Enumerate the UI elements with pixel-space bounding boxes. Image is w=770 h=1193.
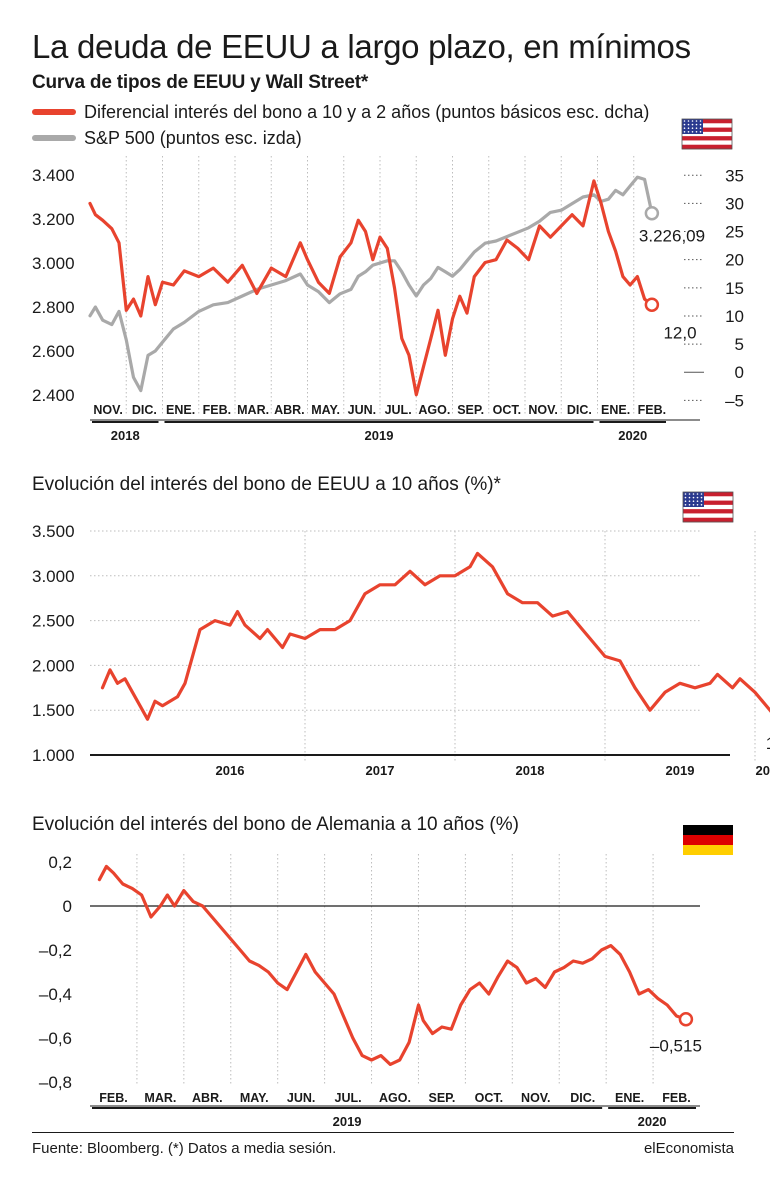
y-right-tick-label: 20 bbox=[725, 251, 744, 270]
usa-flag-icon bbox=[682, 491, 734, 523]
x-month-label: NOV. bbox=[93, 403, 122, 417]
series-spread-line bbox=[88, 179, 654, 397]
legend-item-spread: Diferencial interés del bono a 10 y a 2 … bbox=[32, 100, 649, 124]
x-month-label: NOV. bbox=[521, 1091, 550, 1105]
y-left-tick-label: 3.400 bbox=[32, 166, 75, 185]
series-de10y-line bbox=[97, 864, 688, 1066]
x-year-label: 2016 bbox=[216, 763, 245, 778]
x-month-label: JUN. bbox=[287, 1091, 315, 1105]
y-left-tick-label: 3.200 bbox=[32, 210, 75, 229]
germany-flag-icon bbox=[683, 825, 733, 855]
y-right-tick-label: 25 bbox=[725, 223, 744, 242]
y-tick-label: –0,8 bbox=[39, 1073, 72, 1092]
x-year-label: 2020 bbox=[638, 1114, 667, 1129]
y-tick-label: 0 bbox=[63, 897, 72, 916]
legend-swatch-red bbox=[32, 109, 76, 115]
x-month-label: JUL. bbox=[335, 1091, 362, 1105]
x-year-label: 2019 bbox=[666, 763, 695, 778]
x-month-label: FEB. bbox=[662, 1091, 690, 1105]
x-month-label: FEB. bbox=[99, 1091, 127, 1105]
chart-us-10y: 3.500 3.000 2.500 2.000 1.500 1.000 2016 2017 20… bbox=[32, 491, 770, 778]
chart2-title: Evolución del interés del bono de EEUU a… bbox=[32, 474, 501, 495]
y-tick-label: –0,4 bbox=[39, 985, 72, 1004]
y-left-tick-label: 2.400 bbox=[32, 386, 75, 405]
y-tick-label: 2.500 bbox=[32, 612, 75, 631]
y-right-tick-label: 15 bbox=[725, 279, 744, 298]
y-tick-label: 3.500 bbox=[32, 522, 75, 541]
x-month-label: MAR. bbox=[237, 403, 269, 417]
x-year-label: 2018 bbox=[516, 763, 545, 778]
de10y-end-marker bbox=[678, 1012, 694, 1027]
chart-spread-sp500: 3.400 3.200 3.000 2.800 2.600 2.400 35 30 25 20 15… bbox=[32, 118, 744, 443]
y-tick-label: 1.000 bbox=[32, 746, 75, 765]
x-month-label: ENE. bbox=[601, 403, 630, 417]
chart1-subtitle: Curva de tipos de EEUU y Wall Street* bbox=[32, 72, 369, 93]
page-title: La deuda de EEUU a largo plazo, en mínim… bbox=[32, 28, 691, 65]
x-month-label: MAY. bbox=[240, 1091, 269, 1105]
us10y-end-label: 1.335 bbox=[766, 734, 770, 753]
x-year-label: 2019 bbox=[333, 1114, 362, 1129]
x-month-label: FEB. bbox=[638, 403, 666, 417]
x-month-label: ENE. bbox=[166, 403, 195, 417]
spread-end-label: 12,0 bbox=[663, 324, 696, 343]
sp500-end-label: 3.226,09 bbox=[639, 226, 705, 245]
footer-divider bbox=[32, 1132, 734, 1133]
x-month-label: SEP. bbox=[457, 403, 484, 417]
spread-end-marker bbox=[644, 297, 660, 312]
source-note: Fuente: Bloomberg. (*) Datos a media ses… bbox=[32, 1140, 337, 1157]
y-tick-label: 3.000 bbox=[32, 567, 75, 586]
usa-flag-icon bbox=[681, 118, 733, 150]
brand-name: elEconomista bbox=[643, 1140, 734, 1157]
x-month-label: JUL. bbox=[385, 403, 412, 417]
sp500-end-marker bbox=[644, 206, 660, 221]
x-month-label: ABR. bbox=[192, 1091, 223, 1105]
x-year-label: 2017 bbox=[366, 763, 395, 778]
legend-label-spread: Diferencial interés del bono a 10 y a 2 … bbox=[84, 101, 650, 122]
x-month-label: OCT. bbox=[493, 403, 521, 417]
x-month-label: MAR. bbox=[144, 1091, 176, 1105]
y-tick-label: 0,2 bbox=[48, 853, 72, 872]
legend-item-sp500: S&P 500 (puntos esc. izda) bbox=[32, 126, 302, 150]
x-month-label: DIC. bbox=[567, 403, 592, 417]
x-month-label: AGO. bbox=[418, 403, 450, 417]
legend-label-sp500: S&P 500 (puntos esc. izda) bbox=[84, 127, 302, 148]
x-month-label: ENE. bbox=[615, 1091, 644, 1105]
series-us10y-line bbox=[100, 551, 770, 721]
legend-swatch-gray bbox=[32, 135, 76, 141]
y-tick-label: 2.000 bbox=[32, 656, 75, 675]
x-month-label: SEP. bbox=[428, 1091, 455, 1105]
x-month-label: FEB. bbox=[203, 403, 231, 417]
x-year-label: 2019 bbox=[365, 428, 394, 443]
y-left-tick-label: 2.800 bbox=[32, 298, 75, 317]
x-month-label: DIC. bbox=[132, 403, 157, 417]
y-tick-label: 1.500 bbox=[32, 701, 75, 720]
y-right-tick-label: 30 bbox=[725, 194, 744, 213]
chart-de-10y: 0,2 0 –0,2 –0,4 –0,6 –0,8 –0,515 FEB. MAR. ABR. MA… bbox=[39, 825, 733, 1129]
y-tick-label: –0,2 bbox=[39, 941, 72, 960]
x-year-label: 2020 bbox=[618, 428, 647, 443]
y-right-tick-label: 5 bbox=[735, 335, 744, 354]
y-tick-label: –0,6 bbox=[39, 1029, 72, 1048]
y-left-tick-label: 3.000 bbox=[32, 254, 75, 273]
x-month-label: OCT. bbox=[475, 1091, 503, 1105]
x-month-label: NOV. bbox=[528, 403, 557, 417]
x-month-label: AGO. bbox=[379, 1091, 411, 1105]
x-month-label: JUN. bbox=[348, 403, 376, 417]
x-month-label: ABR. bbox=[274, 403, 305, 417]
chart3-title: Evolución del interés del bono de Aleman… bbox=[32, 814, 519, 835]
y-right-tick-label: –5 bbox=[725, 391, 744, 410]
x-year-label: 2020 bbox=[756, 763, 770, 778]
x-month-label: DIC. bbox=[570, 1091, 595, 1105]
de10y-end-label: –0,515 bbox=[650, 1036, 702, 1055]
y-right-tick-label: 35 bbox=[725, 166, 744, 185]
x-year-label: 2018 bbox=[111, 428, 140, 443]
x-month-label: MAY. bbox=[311, 403, 340, 417]
y-right-tick-label: 0 bbox=[735, 363, 744, 382]
y-left-tick-label: 2.600 bbox=[32, 342, 75, 361]
y-right-tick-label: 10 bbox=[725, 307, 744, 326]
